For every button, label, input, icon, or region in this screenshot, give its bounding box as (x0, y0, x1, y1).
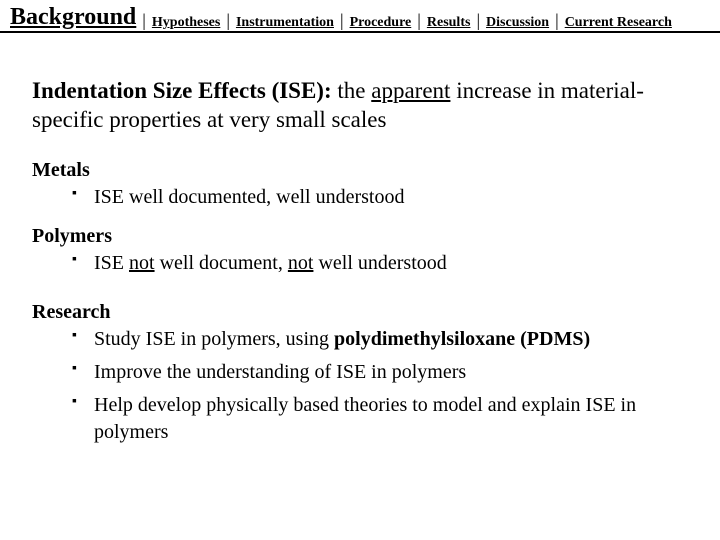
bullets-research: Study ISE in polymers, using polydimethy… (32, 326, 688, 446)
bullets-metals: ISE well documented, well understood (32, 184, 688, 211)
tab-current-research[interactable]: Current Research (561, 15, 676, 31)
section-title-metals: Metals (32, 159, 688, 182)
list-item: Study ISE in polymers, using polydimethy… (72, 326, 688, 353)
tab-bar: Background | Hypotheses | Instrumentatio… (0, 0, 720, 33)
tab-hypotheses[interactable]: Hypotheses (148, 15, 224, 31)
tab-separator: | (224, 10, 232, 31)
list-item: ISE well documented, well understood (72, 184, 688, 211)
slide-content: Indentation Size Effects (ISE): the appa… (0, 33, 720, 446)
tab-separator: | (338, 10, 346, 31)
section-research: Research Study ISE in polymers, using po… (32, 301, 688, 446)
section-title-polymers: Polymers (32, 225, 688, 248)
tab-results[interactable]: Results (423, 15, 475, 31)
tab-separator: | (553, 10, 561, 31)
section-polymers: Polymers ISE not well document, not well… (32, 225, 688, 277)
tab-separator: | (415, 10, 423, 31)
list-item: ISE not well document, not well understo… (72, 250, 688, 277)
tab-separator: | (474, 10, 482, 31)
section-title-research: Research (32, 301, 688, 324)
section-metals: Metals ISE well documented, well underst… (32, 159, 688, 211)
tab-instrumentation[interactable]: Instrumentation (232, 15, 338, 31)
heading-def-underlined: apparent (371, 78, 450, 103)
list-item: Help develop physically based theories t… (72, 392, 688, 446)
tab-procedure[interactable]: Procedure (346, 15, 416, 31)
bullets-polymers: ISE not well document, not well understo… (32, 250, 688, 277)
heading-def-pre: the (332, 78, 372, 103)
list-item: Improve the understanding of ISE in poly… (72, 359, 688, 386)
tab-discussion[interactable]: Discussion (482, 15, 553, 31)
tab-separator: | (140, 10, 148, 31)
heading-term: Indentation Size Effects (ISE): (32, 78, 332, 103)
heading: Indentation Size Effects (ISE): the appa… (32, 77, 688, 135)
tab-background[interactable]: Background (6, 4, 140, 31)
